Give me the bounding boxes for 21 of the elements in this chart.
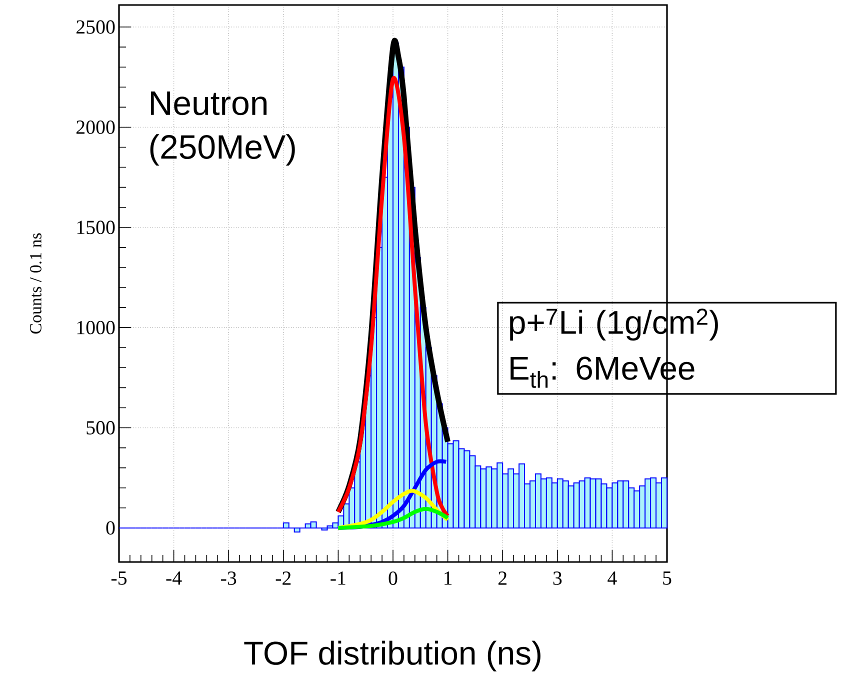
y-tick-label: 1500 — [77, 220, 115, 234]
y-tick-label: 500 — [86, 421, 115, 434]
y-tick-label: 2000 — [76, 120, 115, 134]
x-tick-label: -2 — [276, 572, 291, 585]
annotation: Neutron — [151, 92, 267, 116]
x-tick-label: 0 — [388, 572, 398, 585]
x-tick-label: 3 — [553, 572, 562, 585]
y-tick-label: 1000 — [77, 320, 115, 334]
x-tick-label: -5 — [111, 572, 127, 585]
x-axis-title: TOF distribution (ns) — [244, 640, 540, 672]
annotation: (250MeV) — [150, 134, 295, 166]
y-tick-label: 2500 — [76, 20, 115, 34]
y-axis-title: Counts / 0.1 ns — [30, 233, 42, 334]
x-tick-label: -4 — [166, 572, 182, 585]
x-tick-label: 1 — [444, 572, 452, 585]
x-tick-label: -1 — [330, 572, 346, 585]
x-tick-label: -3 — [221, 572, 236, 585]
x-tick-label: 2 — [498, 572, 506, 585]
y-tick-label: 0 — [106, 521, 115, 535]
x-tick-label: 5 — [663, 572, 672, 585]
x-tick-label: 4 — [608, 572, 617, 585]
